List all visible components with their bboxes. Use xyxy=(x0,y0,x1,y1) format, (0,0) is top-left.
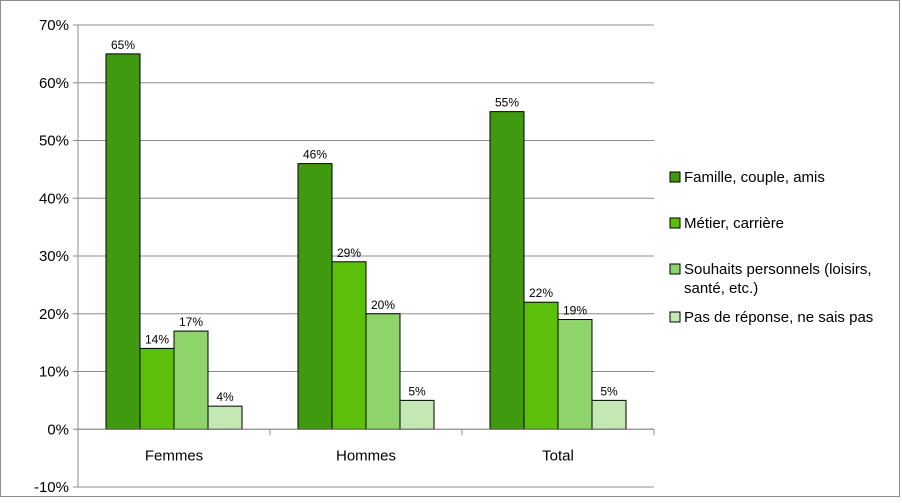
data-label: 55% xyxy=(495,96,519,110)
x-category-label: Femmes xyxy=(145,447,203,464)
bar xyxy=(297,163,333,430)
data-label: 19% xyxy=(563,304,587,318)
data-label: 46% xyxy=(303,148,327,162)
data-label: 20% xyxy=(371,298,395,312)
data-label: 22% xyxy=(529,286,553,300)
bar xyxy=(557,319,593,430)
legend-swatch xyxy=(669,171,681,183)
data-label: 65% xyxy=(111,38,135,52)
bar xyxy=(523,301,559,430)
legend-swatch xyxy=(669,217,681,229)
legend-label: Pas de réponse, ne sais pas xyxy=(684,309,873,326)
y-tick-label: 50% xyxy=(39,133,69,150)
data-label: 17% xyxy=(179,315,203,329)
legend-label: Métier, carrière xyxy=(684,215,784,232)
bar xyxy=(105,53,141,430)
legend-label: santé, etc.) xyxy=(684,280,758,297)
bar xyxy=(591,399,627,430)
legend-swatch xyxy=(669,263,681,275)
y-tick-label: 20% xyxy=(39,306,69,323)
bar xyxy=(139,347,175,430)
bar xyxy=(331,261,367,430)
bar xyxy=(489,111,525,430)
bar xyxy=(399,399,435,430)
data-label: 14% xyxy=(145,332,169,346)
bar xyxy=(207,405,243,430)
x-category-label: Total xyxy=(542,447,574,464)
legend-swatch xyxy=(669,311,681,323)
y-tick-label: -10% xyxy=(34,479,69,496)
y-tick-label: 60% xyxy=(39,75,69,92)
data-label: 5% xyxy=(600,384,618,398)
data-label: 29% xyxy=(337,246,361,260)
data-label: 4% xyxy=(216,390,234,404)
data-label: 5% xyxy=(408,384,426,398)
legend-label: Famille, couple, amis xyxy=(684,169,825,186)
y-tick-label: 0% xyxy=(47,421,69,438)
y-tick-label: 10% xyxy=(39,364,69,381)
x-category-label: Hommes xyxy=(336,447,396,464)
y-tick-label: 70% xyxy=(39,17,69,34)
legend-label: Souhaits personnels (loisirs, xyxy=(684,261,872,278)
y-tick-label: 30% xyxy=(39,248,69,265)
bar xyxy=(173,330,209,430)
y-tick-label: 40% xyxy=(39,190,69,207)
bar xyxy=(365,313,401,430)
